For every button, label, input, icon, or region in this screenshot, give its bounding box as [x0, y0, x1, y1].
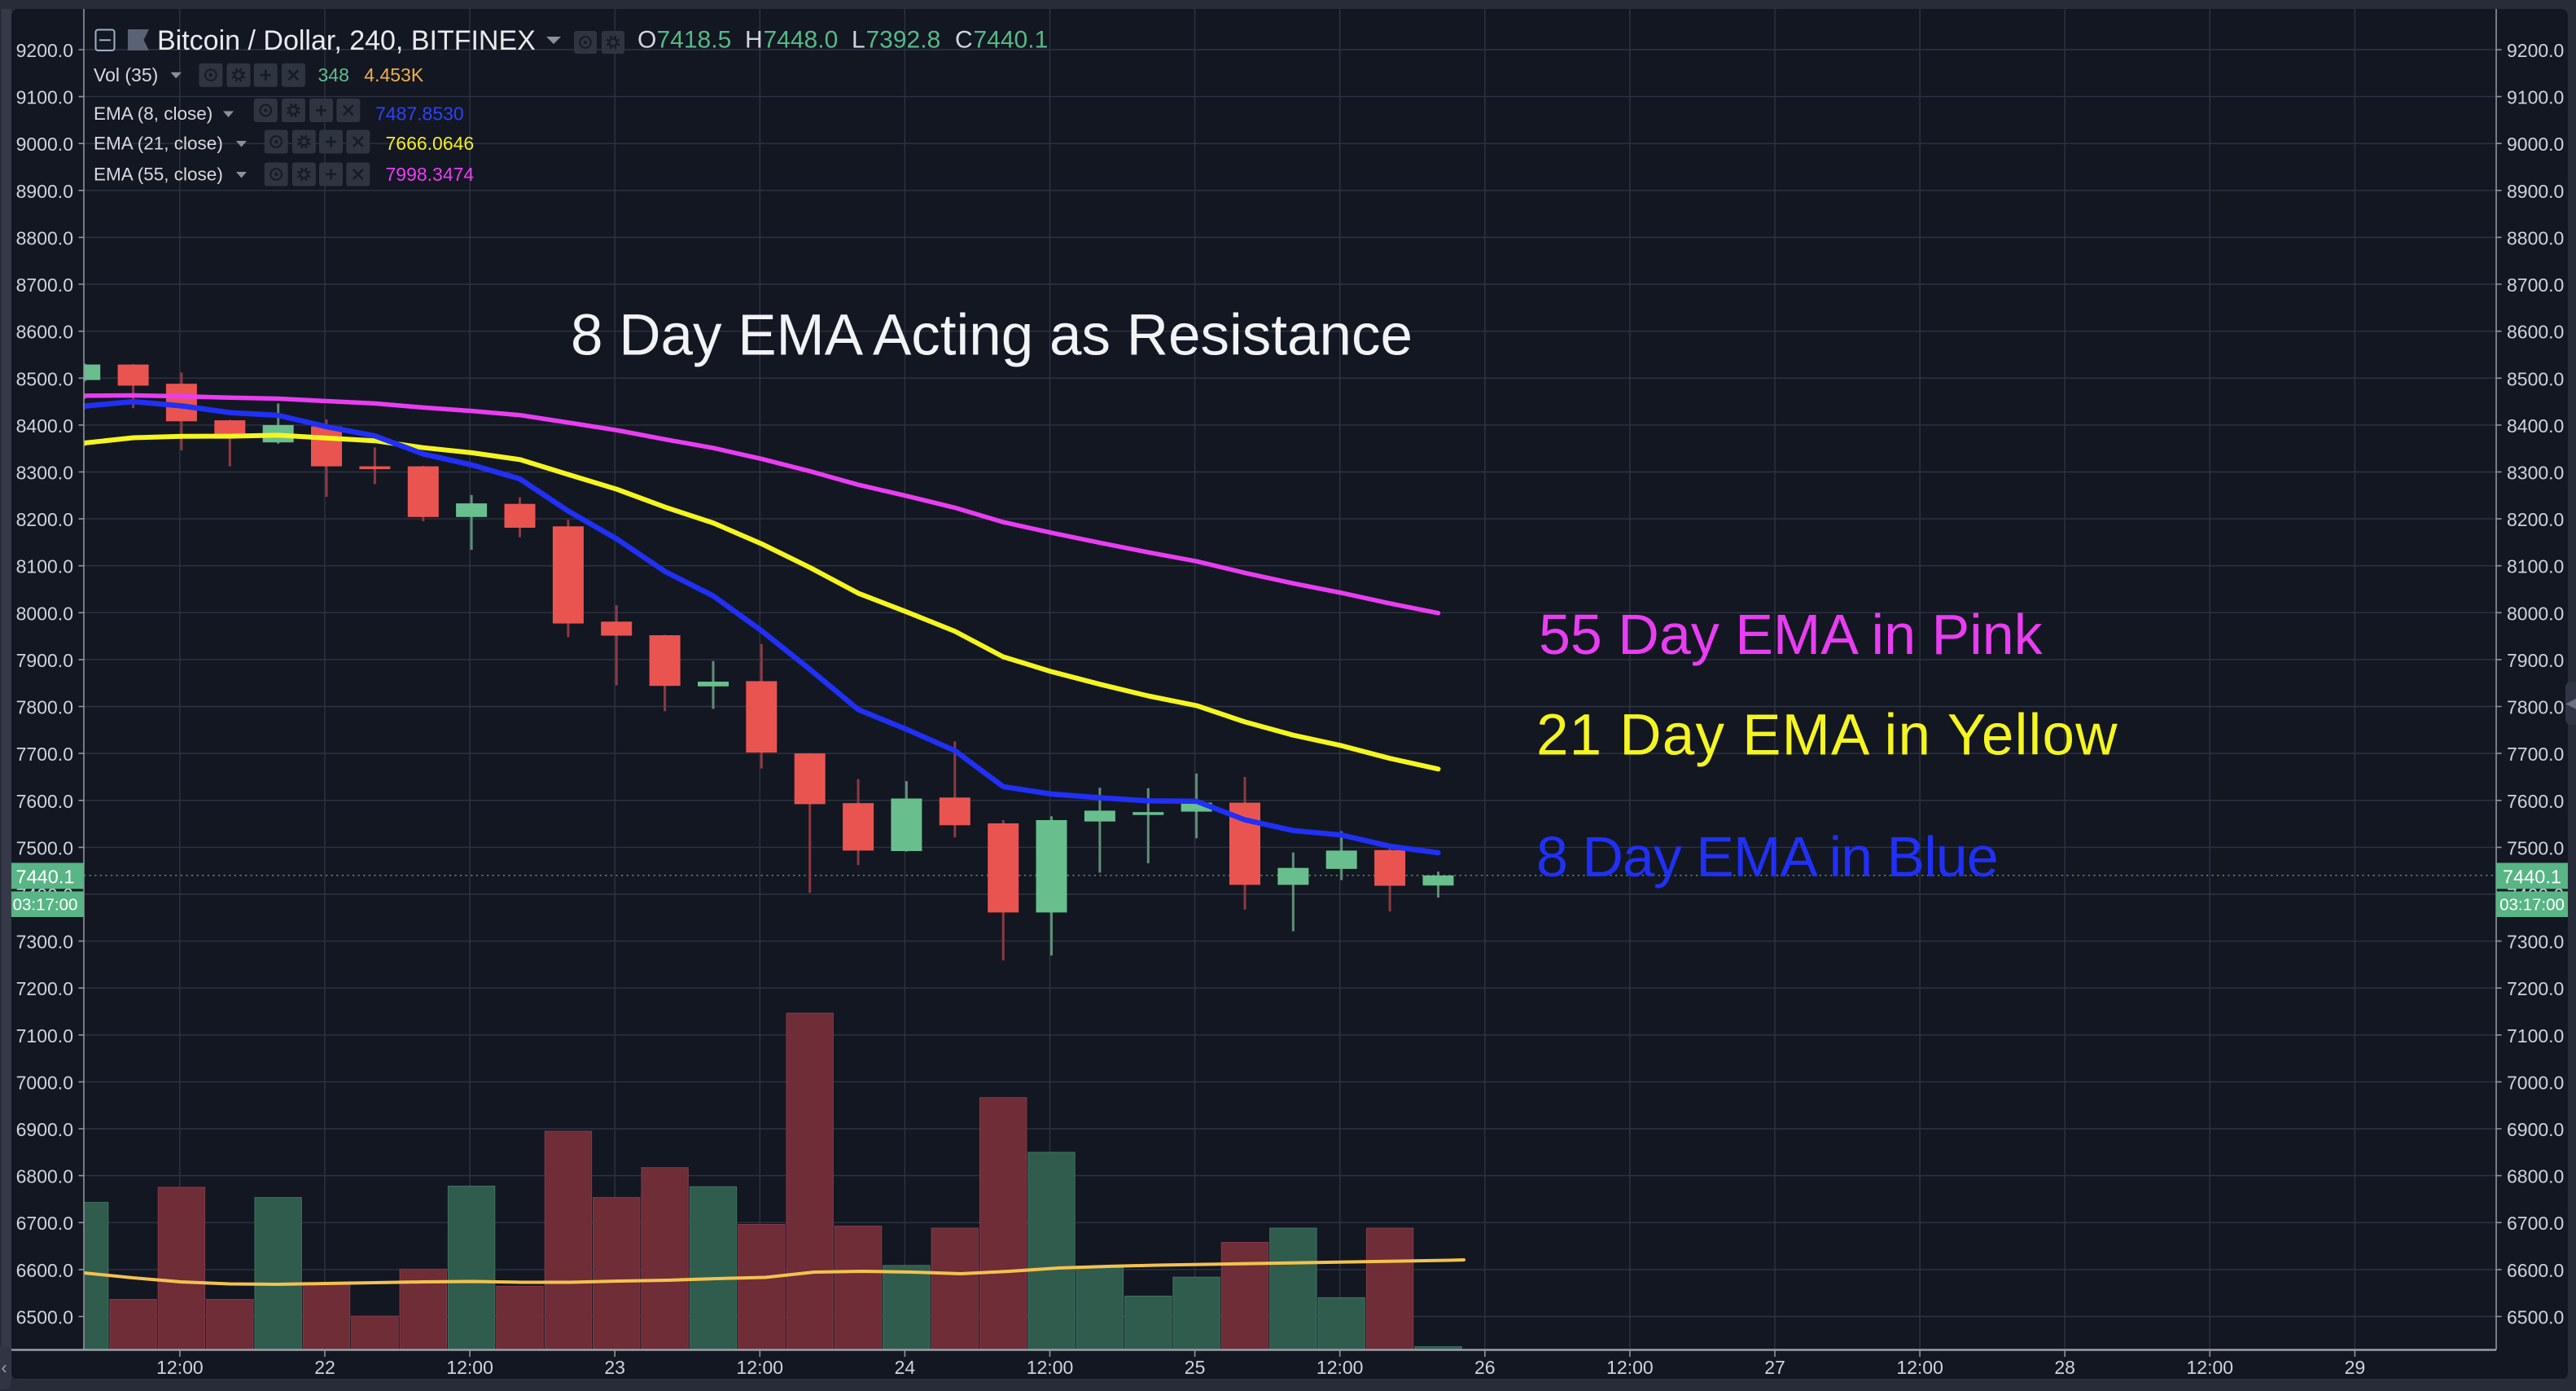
svg-text:8700.0: 8700.0 — [2507, 274, 2564, 296]
svg-text:7200.0: 7200.0 — [2507, 978, 2564, 999]
svg-text:9200.0: 9200.0 — [16, 40, 73, 61]
svg-text:6700.0: 6700.0 — [16, 1213, 73, 1234]
svg-text:8900.0: 8900.0 — [2507, 181, 2564, 202]
svg-text:6900.0: 6900.0 — [16, 1119, 73, 1140]
svg-text:7000.0: 7000.0 — [2507, 1072, 2564, 1093]
svg-text:8600.0: 8600.0 — [2507, 322, 2564, 343]
svg-text:9100.0: 9100.0 — [16, 87, 73, 108]
svg-text:8000.0: 8000.0 — [16, 603, 73, 624]
svg-text:7200.0: 7200.0 — [16, 978, 73, 999]
svg-text:7700.0: 7700.0 — [2507, 744, 2564, 765]
svg-text:7000.0: 7000.0 — [16, 1072, 73, 1093]
svg-text:12:00: 12:00 — [2187, 1357, 2234, 1378]
svg-text:24: 24 — [895, 1357, 916, 1378]
svg-text:8000.0: 8000.0 — [2507, 603, 2564, 624]
svg-text:8600.0: 8600.0 — [16, 322, 73, 343]
svg-text:8400.0: 8400.0 — [2507, 415, 2564, 437]
svg-text:7900.0: 7900.0 — [2507, 650, 2564, 671]
svg-text:8500.0: 8500.0 — [2507, 368, 2564, 389]
svg-text:4.453K: 4.453K — [364, 64, 424, 86]
svg-text:EMA (21, close): EMA (21, close) — [94, 134, 223, 154]
svg-text:9000.0: 9000.0 — [16, 134, 73, 155]
svg-text:7666.0646: 7666.0646 — [386, 133, 475, 154]
svg-text:8200.0: 8200.0 — [16, 509, 73, 530]
svg-text:8900.0: 8900.0 — [16, 181, 73, 202]
svg-text:7300.0: 7300.0 — [16, 932, 73, 953]
svg-text:8100.0: 8100.0 — [16, 556, 73, 577]
svg-text:Bitcoin / Dollar, 240, BITFINE: Bitcoin / Dollar, 240, BITFINEX — [157, 25, 536, 56]
svg-text:26: 26 — [1474, 1357, 1496, 1378]
svg-text:H: H — [745, 27, 763, 54]
svg-text:7700.0: 7700.0 — [16, 744, 73, 765]
svg-text:◀: ◀ — [2565, 695, 2576, 711]
svg-text:6600.0: 6600.0 — [16, 1260, 73, 1281]
svg-text:EMA (8, close): EMA (8, close) — [94, 103, 212, 124]
svg-text:9200.0: 9200.0 — [2507, 40, 2564, 61]
svg-text:6500.0: 6500.0 — [2507, 1307, 2564, 1328]
svg-text:8400.0: 8400.0 — [16, 415, 73, 437]
svg-text:25: 25 — [1185, 1357, 1206, 1378]
svg-text:6900.0: 6900.0 — [2507, 1119, 2564, 1140]
svg-text:7392.8: 7392.8 — [866, 27, 941, 54]
svg-text:7500.0: 7500.0 — [2507, 837, 2564, 858]
svg-text:55 Day EMA in Pink: 55 Day EMA in Pink — [1539, 603, 2044, 666]
svg-text:22: 22 — [314, 1357, 335, 1378]
svg-text:‹: ‹ — [1, 1358, 7, 1378]
svg-text:7900.0: 7900.0 — [16, 650, 73, 671]
svg-text:8 Day EMA in Blue: 8 Day EMA in Blue — [1536, 825, 1998, 889]
svg-text:28: 28 — [2054, 1357, 2075, 1378]
svg-text:12:00: 12:00 — [1316, 1357, 1364, 1378]
svg-text:EMA (55, close): EMA (55, close) — [94, 165, 223, 185]
svg-text:23: 23 — [604, 1357, 625, 1378]
svg-text:8 Day EMA Acting as Resistance: 8 Day EMA Acting as Resistance — [571, 304, 1413, 368]
svg-text:7300.0: 7300.0 — [2507, 932, 2564, 953]
svg-text:29: 29 — [2345, 1357, 2366, 1378]
svg-text:12:00: 12:00 — [1027, 1357, 1074, 1378]
svg-text:8200.0: 8200.0 — [2507, 509, 2564, 530]
svg-text:7100.0: 7100.0 — [2507, 1025, 2564, 1047]
svg-text:9000.0: 9000.0 — [2507, 134, 2564, 155]
svg-text:8100.0: 8100.0 — [2507, 556, 2564, 577]
svg-text:7500.0: 7500.0 — [16, 837, 73, 858]
svg-text:7487.8530: 7487.8530 — [375, 103, 464, 125]
svg-text:O: O — [637, 27, 656, 54]
svg-text:6700.0: 6700.0 — [2507, 1213, 2564, 1234]
svg-text:27: 27 — [1764, 1357, 1785, 1378]
svg-text:8800.0: 8800.0 — [2507, 227, 2564, 248]
svg-text:8500.0: 8500.0 — [16, 368, 73, 389]
svg-text:6800.0: 6800.0 — [2507, 1166, 2564, 1187]
svg-text:7100.0: 7100.0 — [16, 1025, 73, 1047]
svg-text:7600.0: 7600.0 — [16, 791, 73, 812]
svg-text:7800.0: 7800.0 — [2507, 697, 2564, 718]
svg-text:6500.0: 6500.0 — [16, 1307, 73, 1328]
svg-text:12:00: 12:00 — [737, 1357, 784, 1378]
svg-text:348: 348 — [318, 64, 349, 86]
svg-text:8800.0: 8800.0 — [16, 227, 73, 248]
svg-text:6600.0: 6600.0 — [2507, 1260, 2564, 1281]
svg-text:03:17:00: 03:17:00 — [13, 896, 78, 915]
svg-text:Vol (35): Vol (35) — [94, 64, 158, 86]
svg-text:21 Day EMA in Yellow: 21 Day EMA in Yellow — [1536, 704, 2118, 768]
svg-text:8300.0: 8300.0 — [2507, 463, 2564, 484]
svg-text:8700.0: 8700.0 — [16, 274, 73, 296]
svg-text:7440.1: 7440.1 — [2503, 867, 2561, 888]
svg-text:9100.0: 9100.0 — [2507, 87, 2564, 108]
svg-text:7440.1: 7440.1 — [974, 27, 1049, 54]
svg-text:12:00: 12:00 — [446, 1357, 493, 1378]
svg-text:6800.0: 6800.0 — [16, 1166, 73, 1187]
svg-text:12:00: 12:00 — [1896, 1357, 1943, 1378]
svg-text:7418.5: 7418.5 — [657, 27, 732, 54]
svg-text:7998.3474: 7998.3474 — [386, 164, 475, 185]
svg-text:12:00: 12:00 — [1606, 1357, 1654, 1378]
svg-text:03:17:00: 03:17:00 — [2499, 896, 2565, 915]
svg-text:7600.0: 7600.0 — [2507, 791, 2564, 812]
svg-text:7448.0: 7448.0 — [764, 27, 839, 54]
svg-text:12:00: 12:00 — [156, 1357, 204, 1378]
svg-text:7800.0: 7800.0 — [16, 697, 73, 718]
svg-text:7440.1: 7440.1 — [16, 867, 75, 888]
svg-text:C: C — [955, 27, 973, 54]
svg-text:8300.0: 8300.0 — [16, 463, 73, 484]
svg-text:L: L — [852, 27, 865, 54]
